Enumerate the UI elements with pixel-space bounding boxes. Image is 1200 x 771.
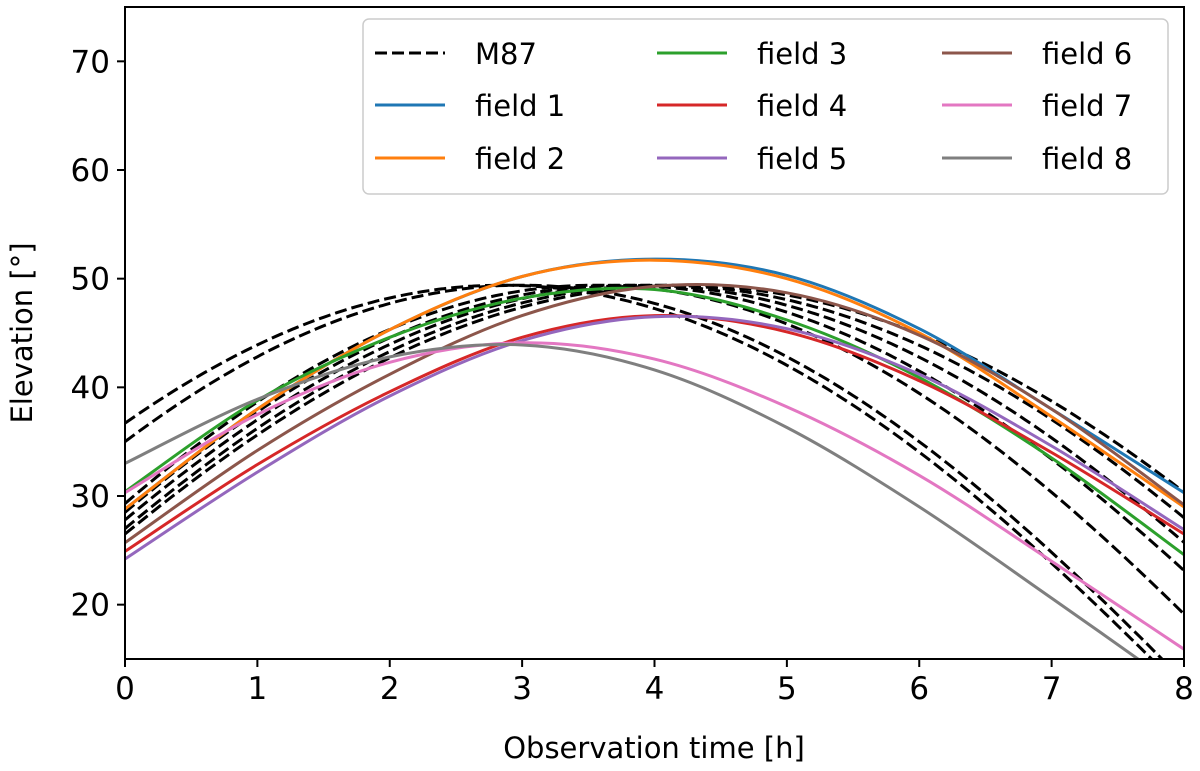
legend-label: field 5: [757, 142, 847, 176]
y-tick-label: 50: [71, 262, 110, 298]
legend-label: field 7: [1042, 89, 1132, 123]
series-line-field-3: [125, 286, 1184, 556]
legend-item: field 5: [657, 142, 847, 176]
legend-label: field 8: [1042, 142, 1132, 176]
y-tick-label: 70: [71, 44, 110, 80]
legend-label: field 1: [475, 89, 565, 123]
legend-item: field 8: [942, 142, 1132, 176]
legend-item: field 6: [942, 37, 1132, 71]
x-tick-label: 6: [909, 671, 929, 707]
x-tick-label: 7: [1042, 671, 1062, 707]
legend-item: field 7: [942, 89, 1132, 123]
legend-label: field 2: [475, 142, 565, 176]
y-tick-label: 30: [71, 479, 110, 515]
y-axis-label: Elevation [°]: [5, 242, 39, 423]
y-tick-label: 20: [71, 588, 110, 624]
legend-label: field 4: [757, 89, 847, 123]
series-line-field-7: [125, 341, 1184, 651]
x-tick-label: 3: [512, 671, 532, 707]
legend-item: field 2: [375, 142, 565, 176]
x-tick-label: 0: [115, 671, 135, 707]
y-tick-label: 40: [71, 370, 110, 406]
legend-item: field 1: [375, 89, 565, 123]
x-tick-label: 2: [380, 671, 400, 707]
series-line-field-8: [125, 342, 1141, 659]
x-tick-label: 1: [248, 671, 268, 707]
x-tick-label: 4: [645, 671, 665, 707]
legend-label: field 6: [1042, 37, 1132, 71]
series-line-m87-track: [125, 283, 1184, 530]
x-axis: 0 1 2 3 4 5 6 7 8: [115, 659, 1194, 707]
y-tick-label: 60: [71, 153, 110, 189]
legend-label: field 3: [757, 37, 847, 71]
legend-item: M87: [375, 37, 537, 71]
series-layer: [125, 257, 1184, 659]
series-line-field-5: [125, 314, 1184, 561]
legend-item: field 3: [657, 37, 847, 71]
x-axis-label: Observation time [h]: [503, 731, 805, 765]
series-line-m87-track: [125, 283, 1184, 544]
series-line-field-6: [125, 282, 1184, 544]
series-line-m87-track: [125, 283, 1154, 659]
legend: M87 field 1 field 2 field 3 field 4 field 5 fi…: [362, 18, 1169, 195]
x-tick-label: 8: [1174, 671, 1194, 707]
y-axis: 20 30 40 50 60 70: [71, 44, 125, 624]
legend-box: [362, 18, 1169, 195]
legend-label: M87: [475, 37, 537, 71]
x-tick-label: 5: [777, 671, 797, 707]
legend-item: field 4: [657, 89, 847, 123]
series-line-m87-track: [125, 283, 1165, 659]
